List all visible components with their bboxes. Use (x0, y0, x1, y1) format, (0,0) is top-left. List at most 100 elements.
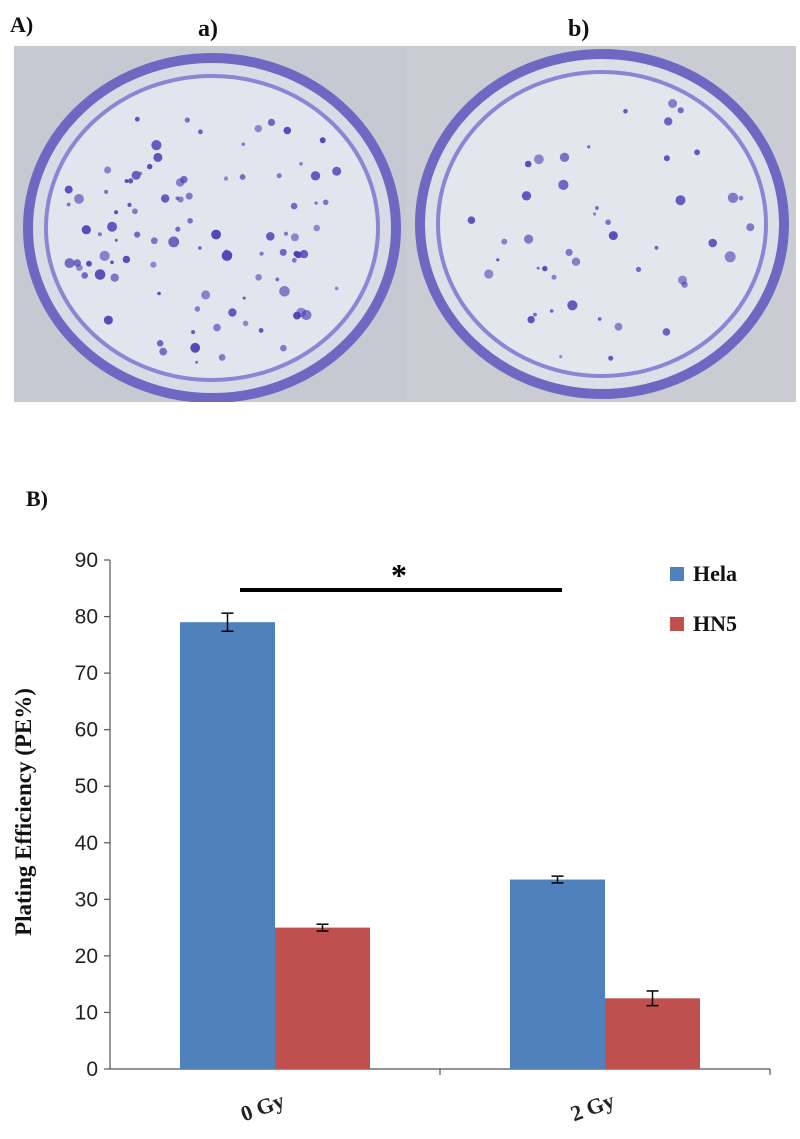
legend-label-hn5: HN5 (693, 611, 737, 636)
panel-b-label: B) (26, 486, 48, 511)
y-tick-label: 70 (75, 662, 98, 685)
colony-dot (605, 219, 611, 225)
colony-dot (293, 311, 301, 320)
y-tick-label: 90 (75, 549, 98, 572)
dish-a-inner-rim (44, 74, 380, 382)
colony-dot (746, 223, 755, 232)
colony-dot (76, 264, 83, 271)
x-tick-label: 2 Gy (567, 1088, 617, 1127)
x-tick-label: 0 Gy (237, 1088, 287, 1127)
colony-dot (159, 347, 168, 356)
colony-dot (138, 171, 143, 176)
colony-dot (259, 251, 264, 256)
colony-dot (677, 107, 684, 114)
colony-dot (299, 162, 303, 166)
colony-dot (127, 202, 132, 207)
colony-dot (484, 269, 494, 279)
colony-dot (664, 117, 673, 126)
bar-hela-0gy (180, 622, 275, 1069)
colony-dot (565, 248, 573, 256)
colony-dot (571, 257, 581, 266)
colony-dot (128, 178, 134, 184)
colony-dot (279, 286, 290, 297)
colony-dot (521, 191, 532, 201)
colony-dot (150, 261, 157, 268)
colony-dot (635, 266, 642, 272)
colony-dot (124, 179, 129, 183)
colony-dot (198, 246, 202, 250)
colony-dot (150, 237, 158, 245)
colony-dot (549, 309, 554, 313)
colony-dot (551, 274, 557, 280)
colony-dot (694, 149, 700, 156)
y-tick-label: 50 (75, 775, 98, 798)
colony-dot (738, 195, 744, 201)
colony-dot (536, 266, 540, 270)
bar-hela-2gy (510, 879, 605, 1069)
colony-dot (533, 312, 537, 317)
colony-dot (319, 137, 326, 144)
y-tick-label: 0 (86, 1058, 98, 1081)
colony-dot (280, 344, 287, 352)
colony-dot (228, 308, 237, 317)
colony-dot (110, 273, 119, 282)
colony-dot (184, 117, 190, 123)
colony-dot (310, 171, 321, 181)
colony-dot (161, 194, 170, 203)
colony-dot (276, 173, 282, 179)
y-tick-label: 20 (75, 945, 98, 968)
colony-dot (334, 286, 339, 291)
significance-star: * (391, 557, 407, 593)
colony-dot (654, 245, 659, 250)
colony-dot (74, 194, 84, 204)
colony-dot (332, 166, 342, 176)
legend-label-hela: Hela (693, 561, 737, 586)
colony-dot (279, 248, 287, 256)
colony-dot (322, 199, 329, 206)
y-tick-label: 80 (75, 606, 98, 629)
colony-dot (283, 126, 292, 135)
bar-hn5-0gy (275, 927, 370, 1069)
colony-dot (103, 315, 113, 325)
colony-dot (467, 216, 476, 224)
colony-dot (608, 355, 614, 361)
petri-dish-a (14, 46, 406, 402)
colony-dot (97, 232, 102, 237)
colony-dot (104, 166, 112, 174)
bar-hn5-2gy (605, 998, 700, 1069)
colony-dot (211, 229, 222, 240)
colony-dot (267, 118, 276, 126)
colony-dot (594, 206, 599, 210)
colony-dot (213, 323, 221, 332)
colony-dot (195, 360, 199, 364)
panel-a-label: A) (10, 12, 34, 37)
colony-dot (157, 291, 161, 296)
y-tick-label: 60 (75, 719, 98, 742)
colony-dot (567, 300, 578, 311)
colony-dot (290, 202, 298, 210)
colony-dot (527, 315, 535, 324)
colony-dot (239, 174, 246, 180)
colony-dot (81, 225, 91, 235)
colony-dot (132, 208, 138, 215)
colony-dot (542, 265, 548, 272)
colony-dot (86, 260, 92, 267)
y-axis-title: Plating Efficiency (PE%) (11, 688, 36, 936)
colony-dot (663, 155, 670, 162)
colony-dot (727, 192, 739, 203)
colony-dot (293, 250, 300, 257)
image-a-label: a) (198, 16, 218, 42)
colony-dot (597, 317, 602, 321)
colony-dot (524, 160, 532, 168)
colony-dot (66, 202, 71, 207)
colony-dot (290, 233, 299, 242)
colony-dot (614, 322, 623, 331)
y-tick-label: 10 (75, 1001, 98, 1024)
image-b-label: b) (568, 16, 590, 42)
colonies-a (64, 116, 342, 364)
colony-dot (623, 108, 628, 114)
colony-dot (185, 192, 193, 200)
colony-dot (151, 140, 162, 151)
colony-dot (291, 257, 297, 263)
colony-dot (678, 275, 687, 285)
